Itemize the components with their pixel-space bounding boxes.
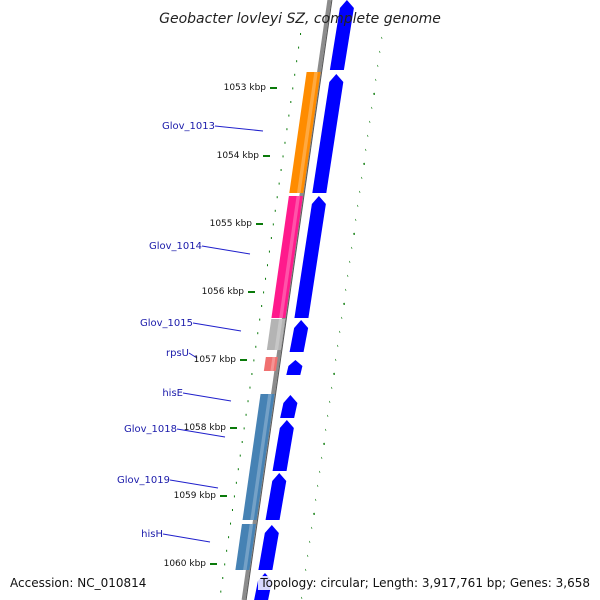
kbp-label: 1053 kbp [224, 83, 267, 93]
gene-feature [263, 357, 278, 371]
gene-leader-line [192, 322, 242, 332]
gene-label-glov_1019[interactable]: Glov_1019 [117, 475, 170, 486]
inner-tick-ring [220, 33, 302, 593]
kbp-label: 1054 kbp [217, 151, 260, 161]
cds-arrow [289, 320, 309, 352]
gene-leader-line [214, 125, 264, 132]
cds-arrow [294, 196, 326, 318]
cds-arrow [312, 74, 344, 193]
gene-labels: Glov_1013 Glov_1014 Glov_1015 rpsU hisE Glov_… [117, 121, 264, 543]
gene-feature [266, 319, 286, 350]
kbp-label: 1057 kbp [194, 355, 237, 365]
kbp-label: 1055 kbp [210, 219, 253, 229]
gene-label-hish[interactable]: hisH [141, 529, 163, 540]
cds-arrow [286, 360, 303, 375]
gene-label-glov_1018[interactable]: Glov_1018 [124, 424, 177, 435]
gene-feature-highlight [270, 357, 276, 371]
gene-feature-highlight [297, 72, 318, 193]
backbone-edge [245, 0, 333, 600]
gene-feature [242, 394, 275, 520]
gene-label-glov_1013[interactable]: Glov_1013 [162, 121, 215, 132]
kbp-label: 1060 kbp [164, 559, 207, 569]
gene-leader-line [182, 392, 232, 402]
gene-leader-line [162, 533, 211, 543]
accession-text: Accession: NC_010814 [8, 576, 149, 590]
cds-arrow [329, 0, 354, 70]
cds-arrow [265, 473, 287, 520]
gene-feature [235, 524, 256, 570]
kbp-labels: 1053 kbp 1054 kbp 1055 kbp 1056 kbp 1057 kbp… [164, 83, 277, 569]
cds-arrow [272, 420, 294, 471]
kbp-label: 1059 kbp [174, 491, 217, 501]
gene-feature [289, 72, 321, 193]
gene-feature-highlight [279, 196, 301, 318]
gene-feature [271, 196, 303, 318]
map-title: Geobacter lovleyi SZ, complete genome [159, 11, 441, 27]
gene-label-glov_1015[interactable]: Glov_1015 [140, 318, 193, 329]
gene-leader-line [176, 428, 226, 438]
cds-arrow [258, 525, 279, 570]
outer-dotted-ring [301, 36, 383, 599]
cds-track [254, 0, 354, 600]
gene-leader-line [169, 479, 219, 489]
gene-feature-highlight [243, 524, 254, 570]
gene-leader-line [201, 245, 251, 255]
gene-leader-line [188, 352, 198, 359]
topology-text: Topology: circular; Length: 3,917,761 bp… [258, 576, 592, 590]
gene-feature-highlight [274, 319, 283, 350]
kbp-label: 1056 kbp [202, 287, 245, 297]
gene-feature-highlight [250, 394, 272, 520]
gene-label-rpsu[interactable]: rpsU [166, 348, 189, 359]
kbp-label: 1058 kbp [184, 423, 227, 433]
feature-track [235, 72, 321, 570]
cds-arrow [280, 395, 298, 418]
gene-label-hise[interactable]: hisE [162, 388, 183, 399]
gene-label-glov_1014[interactable]: Glov_1014 [149, 241, 202, 252]
